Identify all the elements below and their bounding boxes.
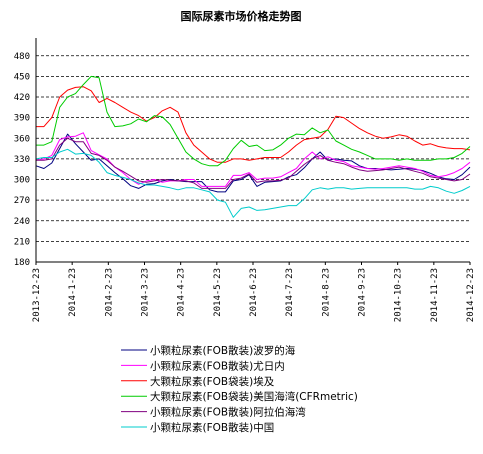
y-tick-label: 360 (14, 134, 30, 144)
series-line-6 (35, 148, 471, 218)
x-tick-label: 2014-3-23 (141, 268, 151, 317)
legend-label-2: 小颗粒尿素(FOB散装)尤日内 (150, 359, 285, 372)
plot-frame (35, 38, 470, 263)
series-line-1 (35, 133, 471, 193)
y-tick-label: 300 (14, 176, 30, 186)
x-tick-label: 2014-8-23 (321, 268, 331, 317)
series-lines (35, 75, 471, 218)
x-axis-ticks: 2013-12-23 2014-1-23 2014-2-23 2014-3-23 201… (32, 262, 476, 322)
legend-label-6: 小颗粒尿素(FOB散装)中国 (150, 421, 274, 434)
x-tick-label: 2014-5-23 (213, 268, 223, 317)
legend: 小颗粒尿素(FOB散装)波罗的海小颗粒尿素(FOB散装)尤日内大颗粒尿素(FOB… (121, 344, 358, 434)
y-tick-label: 480 (14, 52, 30, 62)
x-tick-label: 2014-7-23 (285, 268, 295, 317)
y-tick-label: 210 (14, 237, 30, 247)
x-tick-label: 2014-6-23 (249, 268, 259, 317)
legend-label-3: 大颗粒尿素(FOB袋装)埃及 (150, 375, 275, 388)
y-tick-label: 450 (14, 72, 30, 82)
y-tick-label: 240 (14, 217, 30, 227)
x-tick-label: 2014-10-23 (394, 268, 404, 322)
y-tick-label: 180 (14, 258, 30, 268)
y-axis-ticks: 180 210 240 270 300 330 360 390 420 450 480 (14, 52, 30, 268)
y-tick-label: 270 (14, 196, 30, 206)
legend-label-1: 小颗粒尿素(FOB散装)波罗的海 (150, 344, 296, 357)
x-tick-label: 2013-12-23 (32, 268, 42, 322)
series-line-5 (36, 137, 471, 189)
y-tick-label: 330 (14, 155, 30, 165)
x-tick-label: 2014-9-23 (358, 268, 368, 317)
x-tick-label: 2014-1-23 (68, 268, 78, 317)
series-line-3 (36, 86, 471, 163)
x-tick-label: 2014-2-23 (104, 268, 114, 317)
x-tick-label: 2014-11-23 (430, 268, 440, 322)
legend-label-5: 小颗粒尿素(FOB散装)阿拉伯海湾 (150, 406, 306, 419)
series-line-2 (35, 132, 471, 187)
chart-title: 国际尿素市场价格走势图 (181, 9, 302, 23)
series-line-4 (36, 75, 471, 167)
y-tick-label: 390 (14, 114, 30, 124)
x-tick-label: 2014-4-23 (177, 268, 187, 317)
x-tick-label: 2014-12-23 (466, 268, 476, 322)
y-tick-label: 420 (14, 93, 30, 103)
grid-lines (36, 55, 470, 242)
legend-label-4: 大颗粒尿素(FOB袋装)美国海湾(CFRmetric) (150, 390, 358, 403)
